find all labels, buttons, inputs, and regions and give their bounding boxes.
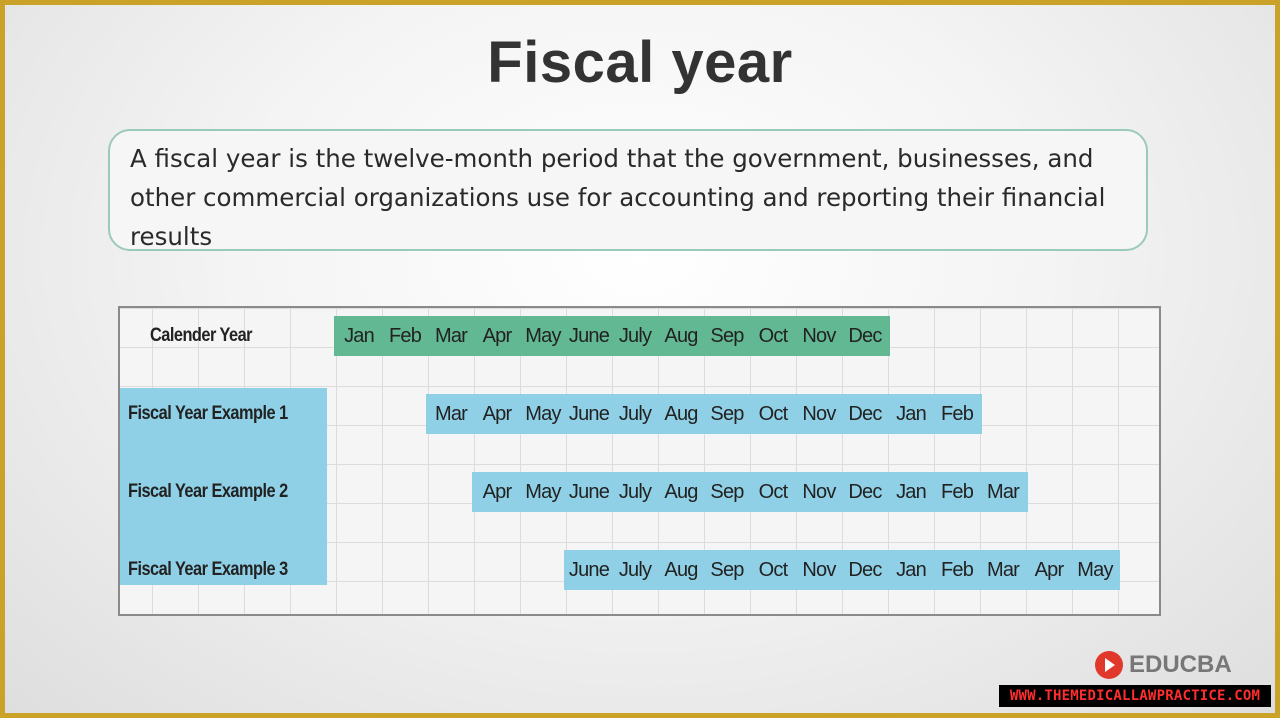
month-cell: Oct: [758, 480, 789, 503]
fiscal-example-1-label: Fiscal Year Example 1: [128, 403, 288, 424]
month-cell: Oct: [758, 324, 789, 347]
play-logo-icon: [1095, 651, 1123, 679]
month-cell: Feb: [940, 480, 974, 503]
month-cell: Nov: [802, 402, 836, 425]
month-cell: Apr: [1034, 558, 1065, 581]
calendar-year-band: [334, 316, 890, 356]
month-cell: Mar: [434, 402, 468, 425]
month-cell: Oct: [758, 558, 789, 581]
month-cell: July: [618, 402, 652, 425]
fiscal-example-2-band: [472, 472, 1028, 512]
definition-box: A fiscal year is the twelve-month period…: [108, 129, 1148, 251]
slide-title: Fiscal year: [487, 30, 793, 95]
month-cell: June: [568, 402, 610, 425]
month-cell: Aug: [664, 324, 698, 347]
month-cell: July: [618, 324, 652, 347]
fiscal-year-table: Calender Year Jan Feb Mar Apr May June July Aug S…: [118, 306, 1161, 616]
month-cell: Sep: [710, 402, 744, 425]
month-cell: Jan: [896, 558, 927, 581]
month-cell: June: [568, 324, 610, 347]
month-cell: June: [568, 480, 610, 503]
fiscal-example-1-band: [426, 394, 982, 434]
month-cell: Aug: [664, 558, 698, 581]
month-cell: Aug: [664, 480, 698, 503]
month-cell: Dec: [848, 402, 882, 425]
month-cell: Feb: [388, 324, 422, 347]
month-cell: Sep: [710, 558, 744, 581]
month-cell: Nov: [802, 558, 836, 581]
slide: Fiscal year A fiscal year is the twelve-…: [5, 5, 1275, 713]
calendar-year-label: Calender Year: [150, 325, 253, 346]
month-cell: July: [618, 558, 652, 581]
month-cell: May: [525, 480, 561, 503]
month-cell: Apr: [482, 480, 513, 503]
month-cell: Nov: [802, 480, 836, 503]
month-cell: May: [525, 324, 561, 347]
month-cell: July: [618, 480, 652, 503]
month-cell: Mar: [986, 480, 1020, 503]
month-cell: Nov: [802, 324, 836, 347]
month-cell: Dec: [848, 558, 882, 581]
month-cell: Apr: [482, 324, 513, 347]
month-cell: Sep: [710, 324, 744, 347]
month-cell: Dec: [848, 480, 882, 503]
fiscal-example-2-label: Fiscal Year Example 2: [128, 481, 288, 502]
month-cell: May: [1077, 558, 1113, 581]
fiscal-label-column: [120, 388, 327, 585]
fiscal-example-3-label: Fiscal Year Example 3: [128, 559, 288, 580]
definition-text: A fiscal year is the twelve-month period…: [130, 144, 1106, 251]
month-cell: June: [568, 558, 610, 581]
month-cell: Dec: [848, 324, 882, 347]
month-cell: Apr: [482, 402, 513, 425]
month-cell: May: [525, 402, 561, 425]
month-cell: Jan: [896, 480, 927, 503]
fiscal-example-3-band: [564, 550, 1120, 590]
month-cell: Mar: [986, 558, 1020, 581]
month-cell: Jan: [344, 324, 375, 347]
month-cell: Oct: [758, 402, 789, 425]
month-cell: Feb: [940, 402, 974, 425]
educba-logo: EDUCBA: [1095, 651, 1232, 679]
month-cell: Jan: [896, 402, 927, 425]
month-cell: Aug: [664, 402, 698, 425]
month-cell: Sep: [710, 480, 744, 503]
logo-text: EDUCBA: [1129, 651, 1232, 678]
month-cell: Feb: [940, 558, 974, 581]
watermark: WWW.THEMEDICALLAWPRACTICE.COM: [999, 685, 1271, 707]
month-cell: Mar: [434, 324, 468, 347]
